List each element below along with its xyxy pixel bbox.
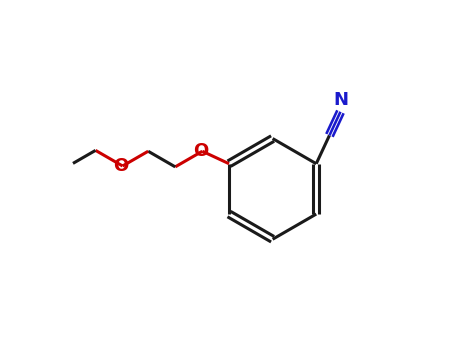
Text: O: O (193, 142, 208, 160)
Text: N: N (333, 91, 348, 109)
Text: O: O (113, 157, 128, 175)
